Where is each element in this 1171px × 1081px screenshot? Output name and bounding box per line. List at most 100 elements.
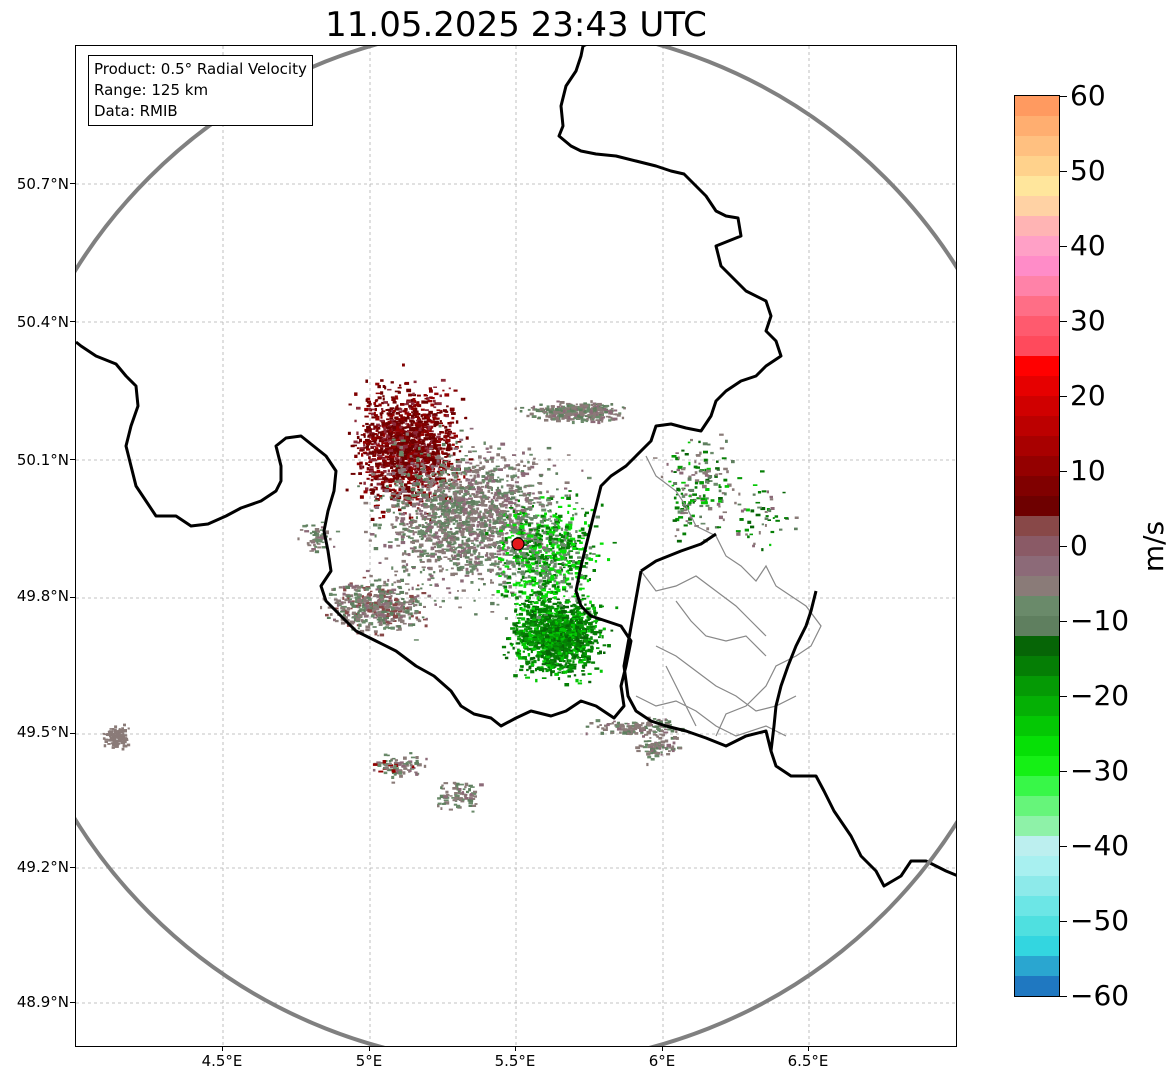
radar-echo-pixel [560,655,565,659]
radar-echo-pixel [484,520,487,524]
radar-echo-pixel [386,426,390,429]
radar-echo-pixel [438,493,442,497]
radar-echo-pixel [547,641,552,645]
radar-echo-pixel [553,574,557,577]
radar-echo-pixel [563,643,568,646]
radar-echo-pixel [571,563,577,568]
radar-echo-pixel [381,457,386,460]
radar-echo-pixel [375,447,379,450]
radar-echo-pixel [496,486,500,490]
radar-echo-pixel [395,397,399,400]
radar-echo-pixel [440,508,445,511]
radar-echo-pixel [526,639,531,643]
radar-echo-pixel [473,543,476,546]
radar-echo-pixel [525,676,530,679]
radar-echo-pixel [525,609,529,613]
radar-echo-pixel [514,530,518,533]
radar-echo-pixel [371,451,374,455]
radar-echo-pixel [418,427,422,431]
radar-echo-pixel [389,457,395,461]
radar-echo-pixel [523,605,529,608]
radar-echo-pixel [524,520,528,524]
radar-echo-pixel [365,463,368,465]
radar-echo-pixel [532,637,538,642]
radar-echo-pixel [472,531,477,535]
radar-echo-pixel [578,627,581,631]
radar-echo-pixel [402,564,405,567]
radar-echo-pixel [562,577,566,581]
radar-echo-pixel [553,579,557,583]
radar-echo-pixel [394,484,399,487]
radar-echo-pixel [498,583,503,586]
radar-echo-pixel [518,626,522,628]
radar-echo-pixel [436,454,441,458]
radar-echo-pixel [427,566,430,570]
radar-echo-pixel [382,395,385,397]
radar-echo-pixel [503,510,507,512]
radar-echo-pixel [585,566,588,569]
radar-echo-pixel [587,640,593,645]
radar-echo-pixel [594,611,598,614]
radar-echo-pixel [445,540,448,543]
radar-echo-pixel [463,493,467,497]
radar-echo-pixel [479,461,482,465]
radar-echo-pixel [529,630,533,634]
radar-echo-pixel [426,431,429,435]
radar-echo-pixel [493,504,496,508]
radar-echo-pixel [374,495,378,499]
radar-map[interactable] [75,45,957,1047]
radar-echo-pixel [444,526,449,529]
radar-echo-pixel [513,522,519,525]
radar-echo-pixel [478,552,481,556]
radar-echo-pixel [541,639,546,643]
radar-echo-pixel [424,515,428,520]
radar-echo-pixel [395,494,400,498]
radar-echo-pixel [500,593,504,597]
radar-echo-pixel [561,614,565,618]
radar-echo-pixel [404,408,408,411]
radar-echo-pixel [514,481,519,484]
radar-echo-pixel [419,561,425,563]
radar-echo-pixel [426,450,430,454]
radar-echo-pixel [527,447,532,451]
radar-echo-pixel [574,566,580,570]
radar-echo-pixel [591,625,596,628]
radar-echo-pixel [580,573,583,577]
radar-echo-pixel [455,473,458,477]
radar-echo-pixel [468,497,473,500]
radar-echo-pixel [466,551,471,554]
radar-echo-pixel [420,459,425,462]
radar-echo-pixel [472,493,476,496]
radar-echo-pixel [586,608,590,611]
radar-echo-pixel [498,502,504,506]
radar-echo-pixel [443,502,448,506]
radar-echo-pixel [426,456,429,459]
radar-echo-pixel [394,448,399,452]
radar-echo-pixel [420,530,425,535]
radar-echo-pixel [437,555,441,559]
radar-echo-pixel [409,455,413,458]
radar-echo-pixel [575,647,579,650]
radar-echo-pixel [551,559,554,563]
radar-echo-pixel [406,470,411,473]
radar-echo-pixel [488,486,492,490]
radar-echo-pixel [401,427,405,431]
radar-echo-pixel [423,552,426,555]
radar-echo-pixel [375,429,379,432]
radar-echo-pixel [401,487,405,490]
radar-echo-pixel [509,519,514,524]
radar-echo-pixel [434,558,439,562]
radar-echo-pixel [596,647,600,650]
radar-echo-pixel [544,627,549,631]
radar-echo-pixel [373,477,376,480]
radar-echo-pixel [539,622,543,626]
radar-echo-pixel [433,417,439,420]
radar-echo-pixel [403,473,407,476]
radar-echo-pixel [553,637,559,640]
radar-echo-pixel [491,460,494,463]
radar-echo-pixel [572,614,577,617]
radar-echo-pixel [507,484,511,487]
radar-echo-pixel [538,482,543,485]
radar-echo-pixel [359,495,364,499]
radar-echo-pixel [545,551,548,554]
